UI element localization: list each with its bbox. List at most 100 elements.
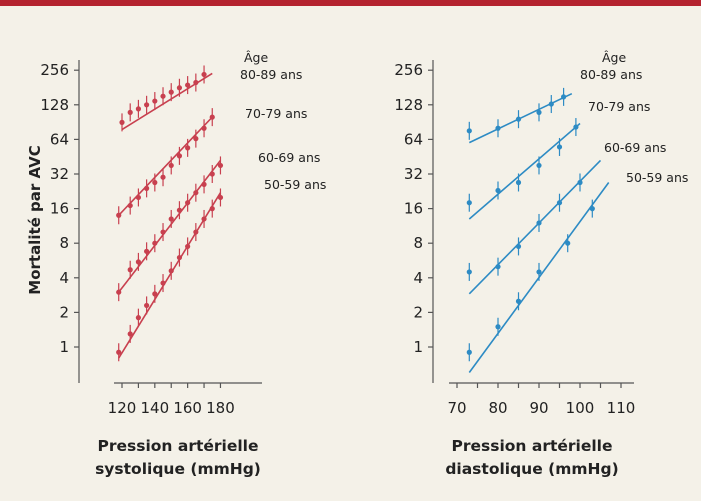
right-y-tick-label: 8	[413, 234, 423, 252]
left-data-point	[127, 331, 133, 337]
right-data-point	[577, 179, 583, 186]
left-data-point	[116, 289, 122, 295]
right-age-label: 60-69 ans	[604, 140, 666, 155]
left-series-4: 50-59 ans	[116, 177, 326, 362]
left-data-point	[135, 194, 142, 201]
top-accent-bar	[0, 0, 701, 6]
left-data-point	[217, 162, 224, 169]
right-age-label: 80-89 ans	[580, 67, 642, 82]
left-y-tick-label: 8	[59, 234, 69, 252]
figure-panel	[0, 6, 701, 501]
left-data-point	[116, 349, 122, 355]
left-data-point	[168, 162, 174, 169]
left-y-tick-label: 128	[40, 96, 69, 114]
left-series-2: 70-79 ans	[116, 106, 307, 225]
left-data-point	[193, 136, 199, 142]
right-data-point	[466, 128, 472, 134]
right-data-point	[495, 125, 501, 131]
right-data-point	[536, 220, 542, 226]
left-xlabel-line2: systolique (mmHg)	[95, 460, 261, 478]
left-data-point	[201, 125, 207, 131]
right-x-tick-label: 80	[488, 399, 507, 417]
left-series-1: 80-89 ans	[119, 65, 302, 132]
left-data-point	[144, 248, 150, 254]
right-data-point	[515, 243, 522, 250]
right-xlabel-line2: diastolique (mmHg)	[445, 460, 618, 478]
left-y-tick-label: 64	[50, 130, 69, 148]
left-data-point	[152, 240, 158, 246]
right-data-point	[556, 200, 563, 206]
left-data-point	[127, 109, 133, 115]
right-series-2: 70-79 ans	[466, 99, 650, 220]
left-data-point	[144, 302, 150, 309]
left-data-point	[168, 89, 174, 95]
right-y-tick-label: 1	[413, 338, 423, 356]
left-x-tick-label: 180	[206, 399, 235, 417]
left-data-point	[152, 98, 158, 104]
right-y-tick-label: 64	[404, 130, 423, 148]
right-data-point	[565, 240, 571, 246]
right-fit-line	[468, 122, 581, 220]
left-data-point	[209, 206, 215, 212]
left-data-point	[193, 79, 199, 86]
right-series-3: 60-69 ans	[466, 140, 666, 295]
left-data-point	[135, 315, 142, 321]
left-y-tick-label: 256	[40, 61, 69, 79]
left-legend-title: Âge	[244, 50, 268, 65]
left-data-point	[135, 106, 142, 112]
left-data-point	[160, 280, 166, 286]
right-data-point	[515, 179, 522, 186]
left-data-point	[144, 185, 150, 191]
left-data-point	[160, 93, 166, 99]
right-data-point	[536, 269, 542, 275]
left-data-point	[217, 194, 224, 201]
left-data-point	[168, 268, 174, 274]
right-data-point	[556, 144, 563, 150]
right-y-tick-label: 2	[413, 303, 423, 321]
right-y-tick-label: 4	[413, 269, 423, 287]
y-axis-title: Mortalité par AVC	[26, 145, 44, 294]
left-y-tick-label: 32	[50, 165, 69, 183]
left-x-tick-label: 140	[140, 399, 169, 417]
left-data-point	[119, 119, 125, 125]
left-y-tick-label: 16	[50, 200, 69, 218]
right-series-4: 50-59 ans	[466, 170, 688, 373]
left-y-tick-label: 1	[59, 338, 69, 356]
chart-systolic: 1 2 4 8 16 32 64 128 256 120 140 160 180 80-89 ans 70-…	[40, 60, 326, 417]
left-data-point	[185, 82, 191, 88]
right-y-tick-label: 128	[394, 96, 423, 114]
left-data-point	[168, 216, 174, 222]
right-data-point	[536, 162, 542, 169]
left-data-point	[176, 85, 183, 91]
left-data-point	[209, 114, 215, 120]
left-data-point	[160, 174, 166, 180]
right-data-point	[515, 298, 522, 304]
left-age-label: 50-59 ans	[264, 177, 326, 192]
left-fit-line	[118, 116, 213, 216]
right-data-point	[561, 94, 567, 100]
right-series-1: 80-89 ans	[466, 67, 642, 144]
right-xlabel-line1: Pression artérielle	[452, 437, 613, 455]
right-data-point	[466, 349, 472, 355]
left-age-label: 80-89 ans	[240, 67, 302, 82]
right-age-label: 70-79 ans	[588, 99, 650, 114]
left-data-point	[201, 71, 207, 78]
right-legend-title: Âge	[602, 50, 626, 65]
left-data-point	[116, 212, 122, 218]
left-data-point	[152, 291, 158, 297]
left-data-point	[160, 229, 166, 235]
left-data-point	[185, 200, 191, 206]
left-y-tick-label: 2	[59, 303, 69, 321]
right-data-point	[495, 187, 501, 194]
left-data-point	[185, 243, 191, 250]
left-fit-line	[121, 72, 213, 131]
left-age-label: 70-79 ans	[245, 106, 307, 121]
left-series-3: 60-69 ans	[116, 150, 320, 302]
left-age-label: 60-69 ans	[258, 150, 320, 165]
left-data-point	[127, 202, 133, 209]
left-data-point	[201, 216, 207, 222]
left-data-point	[144, 102, 150, 108]
left-data-point	[201, 181, 207, 187]
right-data-point	[589, 206, 595, 212]
